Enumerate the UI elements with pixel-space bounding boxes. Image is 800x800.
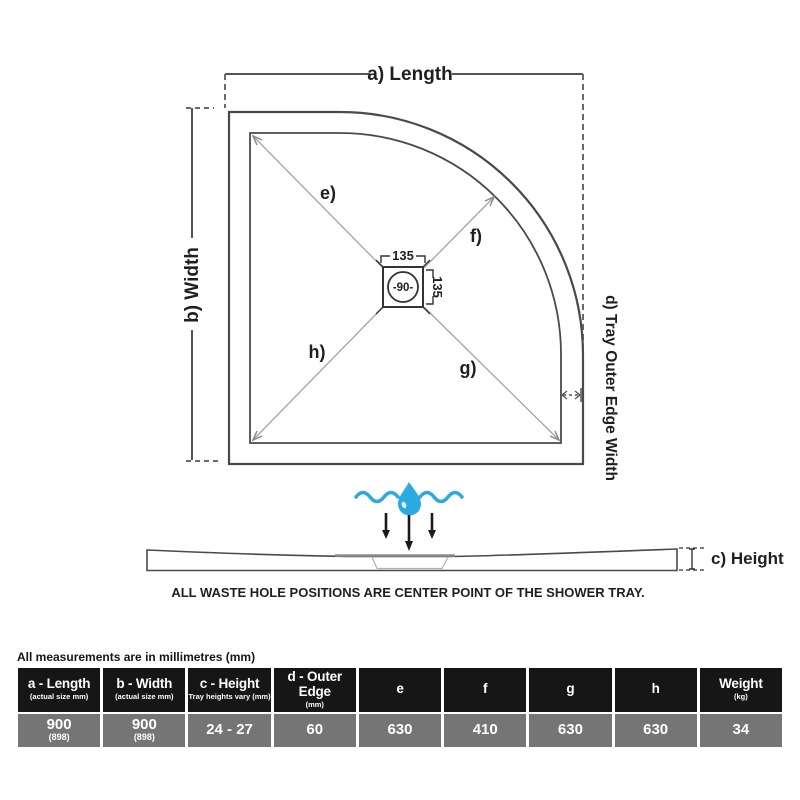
dim-a-label: a) Length: [367, 64, 453, 85]
cell-outer-edge: 60: [273, 713, 356, 747]
waste-circle: [387, 271, 419, 303]
technical-drawing: a) Length b) Width -90- 135 135 e) f) h)…: [146, 64, 784, 600]
waste-dim-top-hooks: [380, 255, 426, 263]
col-header-h: h: [614, 668, 697, 712]
profile-outline: [146, 548, 678, 572]
dim-b-label: b) Width: [182, 247, 203, 323]
cell-h: 630: [614, 713, 697, 747]
dim-c-extensions: [679, 547, 707, 571]
waste-position-note: ALL WASTE HOLE POSITIONS ARE CENTER POIN…: [171, 585, 644, 600]
tray-plan-view: -90- 135 135 e) f) h) g): [227, 110, 585, 466]
waste-square: [382, 266, 424, 308]
dimension-a-length: a) Length: [224, 64, 584, 346]
cell-f: 410: [444, 713, 527, 747]
flow-arrow-shafts: [384, 513, 434, 542]
waste-diameter-label: -90-: [393, 282, 414, 294]
dim-d-arrowheads: [560, 390, 582, 400]
dimension-c-height: c) Height: [679, 547, 784, 571]
table-value-row: 900 (898) 900 (898) 24 - 27 60 630 410 630…: [18, 713, 782, 747]
waste-dim-side-hooks: [426, 269, 434, 305]
cell-g: 630: [529, 713, 612, 747]
waste-dim-side-label: 135: [430, 276, 445, 298]
cell-height: 24 - 27: [188, 713, 271, 747]
cell-weight: 34: [699, 713, 782, 747]
col-header-g: g: [529, 668, 612, 712]
col-header-d: d - Outer Edge (mm): [273, 668, 356, 712]
cell-e: 630: [358, 713, 442, 747]
col-header-weight: Weight (kg): [699, 668, 782, 712]
table-note: All measurements are in millimetres (mm): [17, 650, 256, 664]
col-header-f: f: [444, 668, 527, 712]
tray-inner-outline: [249, 132, 562, 444]
flow-arrow-heads: [382, 530, 436, 551]
table-header-row: a - Length (actual size mm) b - Width (act…: [18, 668, 782, 712]
cell-length: 900 (898): [18, 713, 101, 747]
tray-profile-view: [146, 548, 678, 572]
water-flow-icon: [354, 482, 464, 551]
dimension-b-width: b) Width: [182, 107, 218, 462]
dim-c-tick: [689, 548, 695, 570]
diagonal-arrowheads: [251, 134, 561, 442]
dim-d-label: d) Tray Outer Edge Width: [602, 295, 619, 481]
diagonal-label-f: f): [470, 226, 482, 246]
water-drop-icon: [398, 482, 421, 516]
dimension-d-outer-edge: d) Tray Outer Edge Width: [560, 295, 619, 481]
profile-waste-recess: [371, 556, 449, 570]
diagonal-label-h: h): [309, 342, 326, 362]
wave-right-icon: [418, 490, 464, 504]
col-header-b: b - Width (actual size mm): [103, 668, 186, 712]
col-header-e: e: [358, 668, 442, 712]
diagonal-lines: [252, 135, 560, 441]
diagonal-label-e: e): [320, 183, 336, 203]
cell-width: 900 (898): [103, 713, 186, 747]
wave-left-icon: [354, 490, 400, 504]
waste-dim-top-label: 135: [392, 248, 414, 263]
water-drop-highlight: [401, 501, 407, 509]
dim-c-label: c) Height: [711, 549, 784, 568]
diagonal-label-g: g): [460, 358, 477, 378]
col-header-a: a - Length (actual size mm): [18, 668, 101, 712]
spec-table: a - Length (actual size mm) b - Width (act…: [15, 666, 785, 749]
col-header-c: c - Height Tray heights vary (mm): [188, 668, 271, 712]
